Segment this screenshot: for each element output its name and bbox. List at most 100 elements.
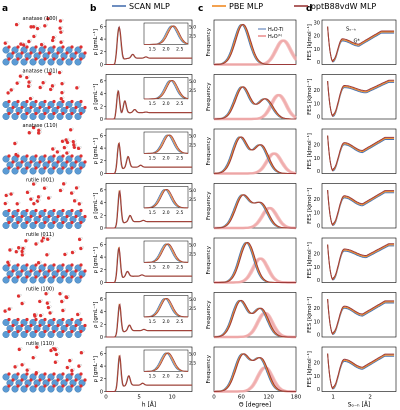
structure-snapshot: anatase (100) bbox=[2, 16, 87, 66]
water-hydrogen bbox=[23, 252, 26, 255]
water-oxygen bbox=[20, 249, 24, 254]
o-atom bbox=[7, 329, 11, 334]
o-atom bbox=[11, 323, 15, 328]
o-atom bbox=[61, 166, 65, 170]
water-oxygen bbox=[37, 128, 41, 132]
fes-series-line bbox=[327, 244, 395, 281]
o-atom bbox=[38, 323, 42, 328]
water-oxygen bbox=[38, 313, 43, 318]
density-panel: 0 2 4 6ρ [gmL⁻¹] 2.5 5.0 1.5 2.0 2.5 bbox=[92, 74, 196, 123]
water-oxygen bbox=[32, 201, 36, 206]
water-hydrogen bbox=[51, 310, 54, 313]
water-hydrogen bbox=[58, 149, 61, 152]
inset-y-tick-label: 5.0 bbox=[189, 134, 196, 140]
plot-frame bbox=[213, 183, 297, 229]
o-atom bbox=[79, 220, 83, 225]
water-hydrogen bbox=[80, 201, 83, 204]
y-axis-label: FES [kJmol⁻¹] bbox=[306, 133, 313, 169]
water-hydrogen bbox=[78, 312, 81, 315]
water-oxygen bbox=[58, 188, 63, 193]
water-hydrogen bbox=[23, 249, 26, 252]
y-tick-label: 20 bbox=[314, 34, 320, 40]
o-atom bbox=[25, 384, 29, 388]
o-atom bbox=[47, 269, 51, 273]
water-oxygen bbox=[44, 292, 48, 296]
o-atom bbox=[52, 329, 56, 334]
y-tick-label: 0 bbox=[100, 281, 103, 287]
h2o-1-series-line bbox=[214, 366, 296, 393]
o-atom bbox=[34, 57, 38, 61]
water-hydrogen bbox=[62, 96, 65, 99]
water-oxygen bbox=[7, 307, 12, 311]
water-hydrogen bbox=[40, 299, 43, 302]
inset-x-tick-label: 2.0 bbox=[162, 101, 169, 107]
o-atom bbox=[20, 51, 24, 55]
ti-atom bbox=[20, 167, 28, 175]
o-atom bbox=[7, 372, 11, 376]
water-hydrogen bbox=[68, 365, 71, 368]
o-atom bbox=[16, 45, 20, 49]
o-atom bbox=[74, 378, 78, 382]
water-oxygen bbox=[60, 139, 65, 143]
y-axis-label: FES [kJmol⁻¹] bbox=[306, 79, 313, 115]
ti-atom bbox=[2, 331, 10, 339]
water-oxygen bbox=[72, 199, 77, 203]
angle-panel: Frequency bbox=[206, 128, 297, 175]
y-tick-label: 10 bbox=[314, 47, 320, 53]
o-atom bbox=[61, 111, 65, 116]
o-atom bbox=[43, 45, 47, 49]
y-axis-label: ρ [gmL⁻¹] bbox=[92, 356, 99, 383]
legend-label-scan: SCAN MLP bbox=[129, 2, 170, 11]
water-oxygen bbox=[22, 43, 26, 47]
water-oxygen bbox=[46, 196, 51, 200]
water-oxygen bbox=[8, 248, 12, 252]
structure-snapshot: anatase (101) bbox=[2, 69, 87, 120]
y-tick-label: 10 bbox=[314, 156, 320, 162]
o-atom bbox=[61, 99, 65, 104]
y-tick-label: 0 bbox=[100, 172, 103, 178]
water-oxygen bbox=[27, 39, 31, 44]
water-oxygen bbox=[77, 237, 82, 242]
y-tick-label: 0 bbox=[100, 63, 103, 69]
o-atom bbox=[16, 208, 20, 213]
water-hydrogen bbox=[24, 42, 27, 45]
inset-x-tick-label: 2.5 bbox=[176, 210, 183, 216]
ti-atom bbox=[2, 319, 10, 327]
x-tick-label: 5 bbox=[137, 395, 141, 401]
o-atom bbox=[16, 166, 20, 170]
water-hydrogen bbox=[61, 26, 64, 29]
water-oxygen bbox=[6, 260, 10, 264]
water-oxygen bbox=[34, 242, 38, 246]
fes-annotation-g: G* bbox=[353, 38, 360, 44]
ti-atom bbox=[74, 221, 82, 229]
o-atom bbox=[61, 275, 65, 279]
y-axis-label: ρ [gmL⁻¹] bbox=[92, 83, 99, 110]
water-oxygen bbox=[53, 360, 58, 364]
h2o-ti-series-line bbox=[214, 86, 296, 120]
y-tick-label: 0 bbox=[317, 278, 320, 284]
water-hydrogen bbox=[39, 260, 42, 263]
water-oxygen bbox=[24, 239, 28, 243]
water-oxygen bbox=[17, 347, 22, 352]
o-atom bbox=[47, 214, 51, 219]
water-hydrogen bbox=[72, 368, 75, 371]
o-atom bbox=[74, 214, 78, 219]
h2o-1-series-line bbox=[214, 206, 297, 230]
y-tick-label: 2 bbox=[100, 213, 103, 219]
water-hydrogen bbox=[51, 87, 54, 90]
water-oxygen bbox=[51, 147, 55, 151]
o-atom bbox=[70, 111, 74, 116]
ti-atom bbox=[2, 46, 10, 54]
plot-frame bbox=[321, 237, 397, 283]
o-atom bbox=[74, 160, 78, 164]
ti-atom bbox=[2, 167, 10, 175]
surface-label: rutile (011) bbox=[26, 232, 54, 238]
water-hydrogen bbox=[10, 247, 14, 251]
structure-snapshot: rutile (001) bbox=[2, 178, 87, 229]
o-atom bbox=[70, 275, 74, 279]
density-series-line bbox=[106, 354, 192, 392]
water-hydrogen bbox=[63, 308, 66, 311]
o-atom bbox=[52, 57, 56, 61]
ti-atom bbox=[47, 58, 55, 66]
